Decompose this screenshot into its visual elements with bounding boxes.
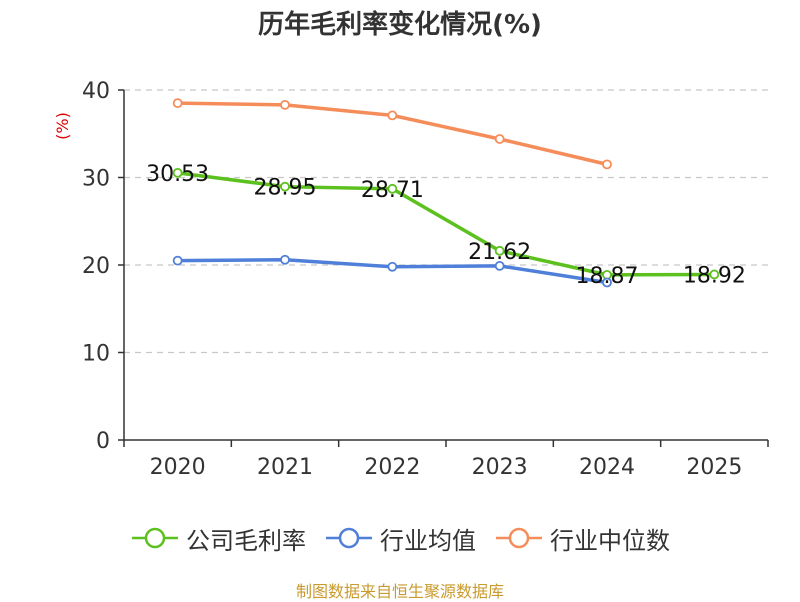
series-line-1: [177, 171, 715, 277]
data-point: [602, 159, 612, 170]
data-point: [172, 255, 183, 266]
legend-item[interactable]: 行业中位数: [494, 521, 670, 556]
x-tick-label: 2020: [150, 455, 206, 480]
data-point: [280, 254, 290, 265]
data-point: [387, 261, 398, 272]
data-point: [387, 110, 398, 121]
data-point: [387, 183, 398, 194]
legend-item[interactable]: 公司毛利率: [130, 521, 306, 556]
data-point: [172, 98, 183, 109]
chart-title: 历年毛利率变化情况(%): [258, 10, 542, 40]
legend-label: 行业均值: [380, 526, 476, 555]
data-label: 18.92: [683, 263, 746, 288]
x-tick-label: 2025: [686, 455, 742, 480]
data-point: [280, 99, 290, 110]
legend-marker: [338, 527, 360, 549]
series-layer: [172, 98, 720, 288]
legend-marker: [144, 527, 166, 549]
data-label: 28.71: [361, 178, 424, 203]
y-tick-label: 10: [82, 342, 110, 367]
axis-layer: 0 10 20 30 40 2020 2021 2022 2023 2024 2025: [82, 79, 769, 480]
x-tick-label: 2024: [579, 455, 635, 480]
x-tick-label: 2021: [257, 455, 313, 480]
chart-legend: 公司毛利率 行业均值 行业中位数: [0, 518, 800, 558]
x-tick-label: 2022: [364, 455, 420, 480]
data-label: 30.53: [146, 162, 209, 187]
data-point: [280, 181, 290, 192]
legend-label: 行业中位数: [550, 526, 670, 555]
legend-label: 公司毛利率: [186, 526, 306, 555]
data-point: [602, 277, 612, 288]
y-tick-label: 30: [82, 167, 110, 192]
x-tick-label: 2023: [472, 455, 528, 480]
data-point: [494, 134, 505, 144]
y-tick-label: 20: [82, 254, 110, 279]
legend-swatch-icon: [326, 527, 372, 549]
legend-swatch-icon: [132, 527, 178, 549]
data-label: 18.87: [576, 264, 639, 289]
data-point: [494, 260, 505, 271]
data-point: [709, 269, 720, 280]
legend-swatch-icon: [496, 527, 542, 549]
data-source-note: 制图数据来自恒生聚源数据库: [295, 582, 504, 601]
data-label: 28.95: [254, 176, 317, 201]
legend-item[interactable]: 行业均值: [324, 521, 476, 556]
y-tick-label: 40: [82, 79, 110, 104]
data-label: 21.62: [468, 240, 531, 265]
y-tick-label: 0: [96, 429, 110, 454]
data-point: [172, 167, 183, 178]
data-label-layer: 30.53 28.95 28.71 21.62 18.87 18.92: [146, 162, 746, 289]
y-axis-label: (%): [53, 112, 72, 140]
data-point: [494, 245, 505, 256]
legend-marker: [508, 527, 530, 549]
